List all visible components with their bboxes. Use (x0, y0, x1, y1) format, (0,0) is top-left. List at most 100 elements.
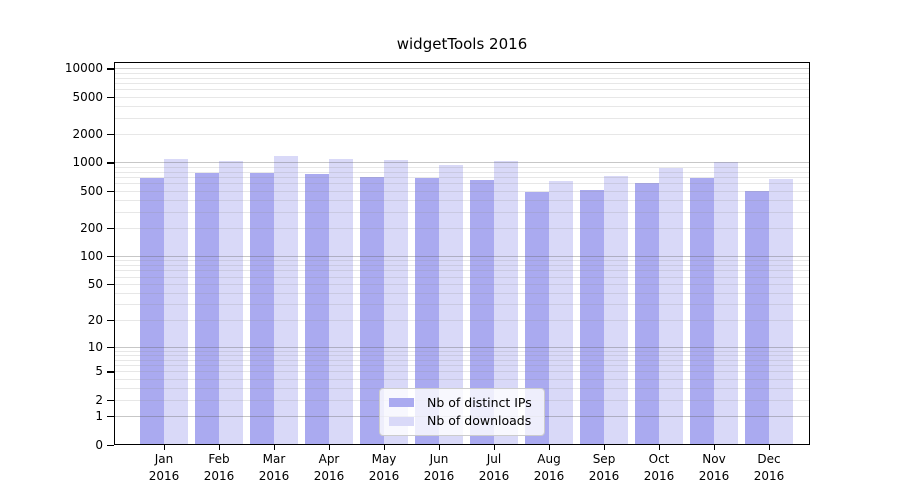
gridline-minor (114, 270, 810, 272)
y-tick (107, 399, 114, 401)
bar-distinct-ips (690, 177, 714, 446)
gridline-minor (114, 292, 810, 294)
gridline-minor (114, 365, 810, 367)
y-tick-label: 100 (80, 249, 103, 264)
bar-distinct-ips (195, 172, 219, 446)
y-tick (107, 68, 114, 70)
y-tick-label: 20 (87, 313, 103, 328)
x-tick-label: Nov 2016 (698, 452, 730, 483)
x-tick (549, 445, 551, 450)
y-tick-label: 0 (95, 437, 103, 452)
gridline-minor (114, 260, 810, 262)
y-tick-label: 200 (80, 220, 103, 235)
y-tick (107, 346, 114, 348)
gridline-minor (114, 350, 810, 352)
legend-swatch-downloads-icon (389, 416, 414, 426)
y-tick (107, 371, 114, 373)
gridline-minor (114, 265, 810, 267)
bar-distinct-ips (250, 173, 274, 446)
chart-title: widgetTools 2016 (396, 35, 528, 53)
x-tick-label: Oct 2016 (643, 452, 675, 483)
bar-downloads (329, 158, 353, 446)
x-tick-label: Jan 2016 (148, 452, 180, 483)
gridline-minor (114, 354, 810, 356)
x-tick-label: Jul 2016 (478, 452, 510, 483)
y-tick-label: 5000 (72, 89, 103, 104)
gridline-major (114, 68, 810, 70)
bar-downloads (714, 162, 738, 446)
y-tick (107, 444, 114, 446)
legend-label-distinct-ips: Nb of distinct IPs (427, 394, 532, 410)
gridline-minor (114, 96, 810, 98)
x-tick-label: Dec 2016 (753, 452, 785, 483)
gridline-minor (114, 105, 810, 107)
bar-distinct-ips (580, 189, 604, 446)
gridline-minor (114, 304, 810, 306)
gridline-minor (114, 171, 810, 173)
gridline-minor (114, 83, 810, 85)
x-tick (714, 445, 716, 450)
legend-swatch-distinct-ips-icon (389, 398, 414, 408)
y-tick-label: 10 (87, 339, 103, 354)
y-tick-label: 1 (95, 409, 103, 424)
gridline-minor (114, 89, 810, 91)
bar-downloads (769, 178, 793, 446)
x-tick-label: Jun 2016 (423, 452, 455, 483)
y-tick (107, 190, 114, 192)
y-tick-label: 2000 (72, 127, 103, 142)
y-tick-label: 50 (87, 276, 103, 291)
y-tick (107, 162, 114, 164)
gridline-minor (114, 227, 810, 229)
y-tick (107, 227, 114, 230)
x-tick-label: Aug 2016 (533, 452, 565, 483)
legend-item-distinct-ips: Nb of distinct IPs (389, 395, 535, 411)
gridline-minor (114, 77, 810, 79)
gridline-minor (114, 117, 810, 119)
x-tick-label: May 2016 (368, 452, 400, 483)
x-tick (769, 445, 771, 450)
gridline-major (114, 346, 810, 348)
y-tick-label: 500 (80, 183, 103, 198)
y-tick (107, 416, 114, 418)
y-tick (107, 320, 114, 322)
gridline-minor (114, 378, 810, 380)
gridline-minor (114, 72, 810, 74)
x-tick (659, 445, 661, 450)
legend: Nb of distinct IPs Nb of downloads (379, 388, 545, 436)
gridline-minor (114, 283, 810, 285)
x-tick (494, 445, 496, 450)
gridline-minor (114, 199, 810, 201)
x-tick (274, 445, 276, 450)
gridline-minor (114, 183, 810, 185)
bar-downloads (659, 168, 683, 446)
x-tick-label: Apr 2016 (313, 452, 345, 483)
x-tick (604, 445, 606, 450)
y-tick-label: 1000 (72, 155, 103, 170)
x-tick-label: Feb 2016 (203, 452, 235, 483)
y-tick (107, 256, 114, 258)
bar-distinct-ips (140, 178, 164, 446)
y-tick-label: 10000 (64, 61, 103, 76)
gridline-minor (114, 276, 810, 278)
y-tick (107, 134, 114, 136)
gridline-minor (114, 177, 810, 178)
legend-label-downloads: Nb of downloads (427, 413, 532, 429)
gridline-minor (114, 190, 810, 192)
y-tick-label: 5 (95, 364, 103, 379)
x-tick (384, 445, 386, 450)
bar-downloads (549, 180, 573, 446)
x-tick (164, 445, 166, 450)
gridline-minor (114, 371, 810, 373)
gridline-minor (114, 166, 810, 168)
legend-item-downloads: Nb of downloads (389, 413, 535, 429)
bar-distinct-ips (745, 190, 769, 446)
x-tick (439, 445, 441, 450)
bar-downloads (219, 161, 243, 446)
gridline-minor (114, 211, 810, 213)
bar-downloads (164, 159, 188, 446)
gridline-minor (114, 320, 810, 322)
x-tick (219, 445, 221, 450)
x-tick-label: Mar 2016 (258, 452, 290, 483)
bar-distinct-ips (305, 174, 329, 446)
